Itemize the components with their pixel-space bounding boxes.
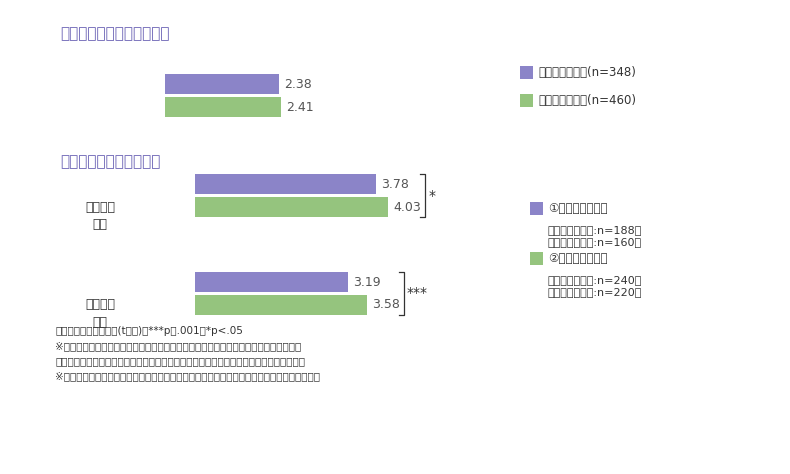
Text: ①後ろめたさ高群: ①後ろめたさ高群 <box>548 202 608 215</box>
Text: 2.38: 2.38 <box>284 78 312 91</box>
Text: ②後ろめたさ低群: ②後ろめたさ低群 <box>548 252 608 265</box>
Bar <box>165 97 280 117</box>
Bar <box>165 74 279 94</box>
Text: *: * <box>428 189 435 202</box>
Text: 2.41: 2.41 <box>286 100 314 113</box>
Text: 3.58: 3.58 <box>372 299 400 311</box>
Bar <box>195 295 367 315</box>
Bar <box>530 252 543 265</box>
Text: 気分転換の実施頻度の得点: 気分転換の実施頻度の得点 <box>60 26 170 41</box>
Text: 実施頻度低群:n=220）: 実施頻度低群:n=220） <box>548 287 642 297</box>
Text: ２群の平均値差の検定(t検定)　***p＜.001　*p<.05: ２群の平均値差の検定(t検定) ***p＜.001 *p<.05 <box>55 326 243 336</box>
Text: 低群: 低群 <box>92 316 107 328</box>
Bar <box>530 202 543 215</box>
Text: 3.78: 3.78 <box>382 177 409 191</box>
Text: 実施頻度: 実施頻度 <box>85 299 115 311</box>
Bar <box>520 94 533 107</box>
Text: 実施頻度低群:n=160）: 実施頻度低群:n=160） <box>548 237 642 247</box>
Text: 後ろめたさ低群(n=460): 後ろめたさ低群(n=460) <box>538 94 636 107</box>
Text: 実施頻度: 実施頻度 <box>85 201 115 213</box>
Bar <box>195 174 377 194</box>
Text: 気分転換の満足度の得点: 気分転換の満足度の得点 <box>60 154 160 169</box>
Text: 後ろめたさ高群(n=348): 後ろめたさ高群(n=348) <box>538 66 636 79</box>
Text: ***: *** <box>407 286 428 301</box>
Text: 4.03: 4.03 <box>393 201 421 213</box>
Text: （実施頻度高群:n=188、: （実施頻度高群:n=188、 <box>548 225 642 235</box>
Text: 低群は「まったくあてはまらない／あてはまらない／あまりあてはまらない」の回答者: 低群は「まったくあてはまらない／あてはまらない／あまりあてはまらない」の回答者 <box>55 356 305 366</box>
Bar <box>195 197 389 217</box>
Text: ※気分転換の実施頻度高群と低群は、気分転換の全項目の実施頻度平均値をその中央値で分割: ※気分転換の実施頻度高群と低群は、気分転換の全項目の実施頻度平均値をその中央値で… <box>55 371 320 381</box>
Text: （実施頻度高群:n=240、: （実施頻度高群:n=240、 <box>548 275 642 285</box>
Text: 3.19: 3.19 <box>353 275 381 289</box>
Text: ※後ろめたさの高群は「非常にあてはまる／あてはまる／ややあてはまる」の回答者、: ※後ろめたさの高群は「非常にあてはまる／あてはまる／ややあてはまる」の回答者、 <box>55 341 301 351</box>
Bar <box>520 66 533 79</box>
Bar <box>195 272 348 292</box>
Text: 高群: 高群 <box>92 218 107 230</box>
